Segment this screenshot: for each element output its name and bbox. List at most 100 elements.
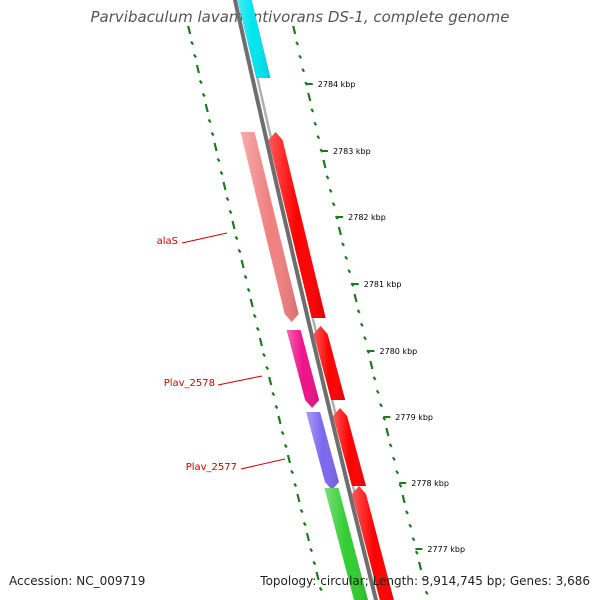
tick-mark [301, 68, 306, 73]
tick-mark [398, 483, 403, 488]
tick-mark [252, 313, 257, 319]
scale-label: 2782 kbp [348, 213, 386, 222]
tick-mark [337, 226, 342, 236]
tick-mark [237, 248, 242, 254]
tick-mark [395, 470, 400, 475]
tick-mark [421, 577, 426, 582]
tick-mark [296, 493, 301, 503]
tick-track-outer [187, 25, 323, 592]
accession-info: Accession: NC_009719 [9, 574, 145, 588]
tick-mark [328, 188, 333, 193]
tick-mark [193, 53, 197, 59]
scale-labels: 2784 kbp 2783 kbp 2782 kbp 2781 kbp 2780 kbp… [305, 80, 465, 554]
gene-arrow-shade [286, 330, 320, 408]
scale-label: 2779 kbp [395, 413, 433, 422]
scale-label: 2778 kbp [411, 479, 449, 488]
genes-label: Genes: [509, 574, 552, 588]
tick-mark [379, 403, 383, 408]
tick-mark [313, 121, 318, 126]
map-title: Parvibaculum lavamentivorans DS-1, compl… [90, 8, 510, 26]
tick-mark [408, 523, 413, 528]
genes-value: 3,686 [555, 574, 590, 588]
scale-label: 2777 kbp [427, 545, 465, 554]
tick-mark [295, 41, 300, 46]
tick-mark [315, 571, 320, 581]
gene-arrow-shade [333, 408, 366, 486]
gene-labels: alaS Plav_2578 Plav_2577 [157, 232, 286, 473]
backbone-line-outer [232, 0, 379, 600]
gene-arrow-shade [313, 326, 346, 400]
tick-mark [274, 404, 279, 410]
gene-arrow-shade [306, 412, 339, 490]
accession-label: Accession: [9, 574, 73, 588]
tick-mark [401, 494, 406, 504]
tick-mark [312, 560, 317, 566]
tick-mark [341, 242, 345, 247]
tick-mark [305, 532, 311, 542]
accession-value: NC_009719 [76, 574, 146, 588]
tick-mark [369, 360, 374, 370]
tick-mark [299, 508, 304, 514]
tick-mark [290, 469, 294, 475]
tick-mark [234, 235, 239, 241]
gene-arrow-shade [324, 488, 368, 600]
tick-mark [210, 131, 215, 137]
feature-track [237, 0, 394, 600]
tick-mark [405, 510, 409, 515]
tick-mark [265, 365, 269, 371]
tick-mark [255, 326, 260, 332]
tick-mark [302, 521, 307, 527]
tick-mark [283, 443, 288, 449]
tick-mark [207, 118, 212, 124]
gene-arrow-shade [240, 132, 299, 322]
tick-track-inner [292, 25, 429, 595]
tick-mark [293, 482, 298, 488]
tick-mark [418, 561, 423, 571]
tick-mark [190, 40, 194, 46]
tick-mark [216, 157, 221, 163]
gene-arrow-shade [268, 132, 326, 318]
tick-mark [246, 287, 251, 293]
tick-mark [243, 274, 248, 280]
tick-mark [292, 25, 297, 35]
tick-mark [286, 454, 291, 464]
tick-mark [414, 550, 419, 555]
tick-mark [424, 590, 429, 595]
gene-label-leader [240, 458, 286, 470]
gene-label-leader [217, 375, 263, 386]
tick-mark [325, 175, 330, 180]
tick-mark [262, 352, 266, 358]
tick-mark [222, 181, 227, 191]
tick-mark [310, 108, 315, 113]
tick-mark [225, 196, 230, 202]
length-value: 3,914,745 bp [421, 574, 502, 588]
tick-mark [228, 209, 233, 215]
tick-mark [198, 79, 203, 85]
genome-stats: Topology: circular; Length: 3,914,745 bp… [260, 574, 590, 588]
tick-mark [372, 376, 377, 381]
tick-mark [309, 547, 314, 553]
tick-mark [231, 220, 236, 230]
gene-label: alaS [157, 236, 178, 247]
tick-mark [195, 64, 200, 74]
topology-value: circular [320, 574, 365, 588]
gene-label: Plav_2577 [186, 462, 237, 473]
topology-label: Topology: [260, 574, 317, 588]
tick-mark [298, 54, 303, 59]
tick-mark [187, 25, 192, 35]
tick-mark [316, 135, 321, 140]
tick-mark [322, 159, 327, 169]
scale-label: 2780 kbp [380, 347, 418, 356]
tick-mark [240, 259, 245, 269]
scale-label: 2784 kbp [318, 80, 356, 89]
tick-mark [388, 443, 393, 448]
tick-mark [391, 456, 396, 461]
tick-mark [271, 391, 276, 397]
tick-mark [213, 142, 218, 152]
tick-mark [258, 337, 263, 347]
tick-mark [277, 415, 282, 425]
tick-mark [375, 389, 380, 394]
tick-mark [344, 255, 349, 260]
